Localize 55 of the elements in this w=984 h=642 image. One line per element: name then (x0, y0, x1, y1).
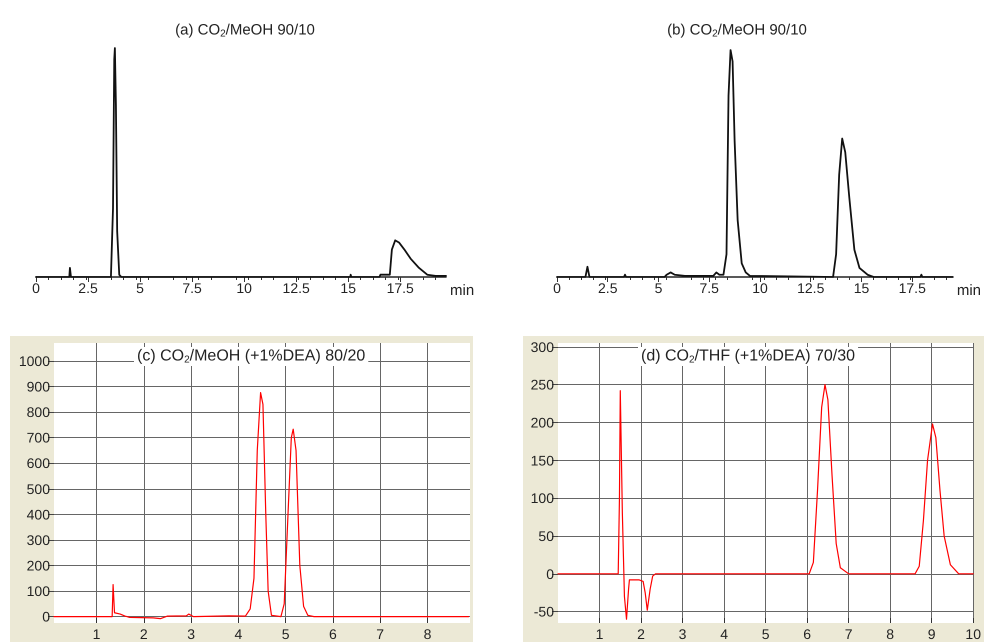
y-tick-label: 100 (530, 490, 554, 506)
x-axis-title: min (956, 282, 981, 299)
x-tick-label: 2 (140, 626, 148, 642)
x-tick-label: 5 (282, 626, 290, 642)
x-tick-label: 8 (886, 626, 894, 642)
y-tick-label: 900 (26, 378, 50, 394)
x-tick-label: 5 (762, 626, 770, 642)
y-tick-label: 100 (26, 583, 50, 600)
x-tick-label: 3 (678, 626, 687, 642)
y-tick-label: 1000 (18, 352, 50, 369)
y-tick-label: -50 (534, 604, 554, 620)
x-tick-label: 5 (136, 280, 144, 296)
y-tick-label: 200 (530, 414, 554, 430)
x-tick-label: 10 (752, 280, 768, 296)
x-tick-label: 15 (340, 280, 356, 296)
x-tick-label: 1 (596, 626, 604, 642)
y-tick-label: 50 (538, 528, 554, 544)
x-tick-label: 17.5 (898, 280, 926, 296)
line-series (557, 384, 974, 620)
y-tick-label: 800 (26, 404, 50, 420)
x-tick-label: 2 (637, 626, 646, 642)
y-tick-label: 0 (546, 566, 554, 582)
y-tick-label: 300 (26, 532, 50, 548)
y-tick-label: 150 (530, 452, 554, 468)
y-tick-label: 400 (26, 506, 50, 522)
x-tick-label: 6 (329, 626, 338, 642)
y-tick-label: 600 (26, 455, 50, 472)
x-tick-label: 7 (844, 626, 853, 642)
x-tick-label: 7.5 (700, 280, 720, 296)
x-tick-label: 4 (720, 626, 728, 642)
x-tick-label: 10 (965, 626, 982, 642)
x-tick-label: 2.5 (598, 280, 618, 296)
y-tick-label: 0 (42, 608, 50, 625)
y-tick-label: 500 (26, 480, 50, 497)
y-tick-label: 700 (26, 430, 50, 446)
x-tick-label: 8 (424, 626, 432, 642)
x-tick-label: 3 (187, 626, 196, 642)
x-axis-title: min (450, 282, 474, 299)
x-tick-label: 9 (928, 626, 936, 642)
line-series (53, 392, 470, 620)
y-tick-label: 250 (530, 376, 554, 393)
x-tick-label: 12.5 (282, 280, 310, 296)
x-tick-label: 6 (803, 626, 812, 642)
y-tick-label: 300 (530, 338, 554, 355)
x-tick-label: 2.5 (78, 280, 98, 296)
x-tick-label: 17.5 (386, 280, 414, 296)
y-tick-label: 200 (26, 557, 50, 574)
x-tick-label: 1 (92, 626, 101, 642)
x-tick-label: 15 (854, 280, 870, 296)
x-tick-label: 7.5 (182, 280, 202, 296)
x-tick-label: 4 (234, 626, 242, 642)
x-tick-label: 10 (236, 280, 252, 296)
x-tick-label: 5 (654, 280, 663, 296)
x-tick-label: 12.5 (797, 280, 825, 296)
x-tick-label: 7 (376, 626, 384, 642)
